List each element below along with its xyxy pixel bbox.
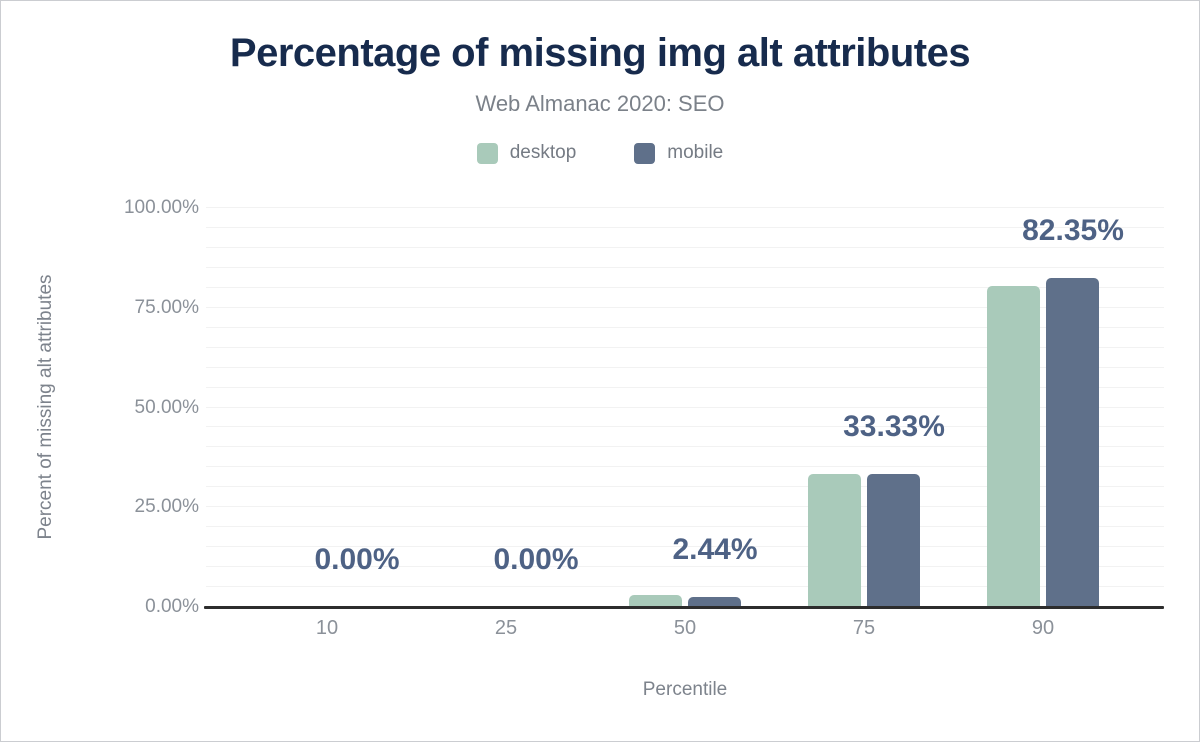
- gridline: [206, 226, 1164, 228]
- x-axis-title: Percentile: [642, 679, 728, 700]
- x-tick-50: 50: [673, 617, 697, 639]
- legend-item-mobile: mobile: [634, 142, 723, 164]
- gridline: [206, 486, 1164, 488]
- bar-desktop-p90: [987, 285, 1040, 607]
- gridline: [206, 586, 1164, 588]
- x-tick-10: 10: [315, 617, 339, 639]
- bar-mobile-p75: [867, 474, 920, 607]
- x-tick-75: 75: [852, 617, 876, 639]
- bar-desktop-p50: [629, 595, 682, 607]
- gridline: [206, 246, 1164, 248]
- gridline: [206, 326, 1164, 328]
- gridline: [206, 286, 1164, 288]
- bar-mobile-p90: [1046, 278, 1099, 607]
- y-tick-75: 75.00%: [134, 296, 199, 318]
- y-tick-0: 0.00%: [145, 596, 199, 617]
- bar-group-p75: 33.33%: [808, 208, 945, 607]
- y-tick-50: 50.00%: [134, 396, 199, 418]
- chart-title: Percentage of missing img alt attributes: [229, 31, 971, 75]
- y-tick-100: 100.00%: [123, 197, 199, 218]
- bar-group-p10: 0.00%: [271, 208, 399, 607]
- gridline: [206, 346, 1164, 348]
- gridline: [206, 406, 1164, 408]
- legend-label-mobile: mobile: [667, 142, 724, 163]
- mobile-swatch-icon: [634, 142, 656, 164]
- bar-group-p90: 82.35%: [987, 208, 1124, 607]
- gridline: [206, 446, 1164, 448]
- bar-mobile-p50: [688, 597, 741, 607]
- gridline: [206, 426, 1164, 428]
- gridline: [206, 207, 1164, 208]
- plot-area: 0.00% 0.00% 2.44% 33.33% 82.35%: [206, 207, 1164, 607]
- gridline: [206, 506, 1164, 508]
- data-label-p50: 2.44%: [672, 533, 758, 567]
- gridline: [206, 546, 1164, 548]
- legend-label-desktop: desktop: [509, 142, 577, 163]
- data-label-p10: 0.00%: [314, 543, 400, 576]
- y-tick-25: 25.00%: [134, 496, 199, 518]
- x-tick-25: 25: [494, 617, 518, 639]
- chart-subtitle: Web Almanac 2020: SEO: [475, 91, 725, 116]
- gridline: [206, 266, 1164, 268]
- gridline: [206, 366, 1164, 368]
- gridline: [206, 386, 1164, 388]
- bar-group-p50: 2.44%: [629, 208, 758, 607]
- gridline: [206, 526, 1164, 528]
- legend: desktop mobile: [1, 142, 1199, 164]
- x-tick-90: 90: [1031, 617, 1055, 639]
- data-label-p90: 82.35%: [1022, 214, 1124, 248]
- data-label-p25: 0.00%: [493, 543, 579, 576]
- desktop-swatch-icon: [476, 142, 498, 164]
- bar-group-p25: 0.00%: [450, 208, 578, 607]
- legend-item-desktop: desktop: [476, 142, 577, 164]
- gridline: [206, 466, 1164, 468]
- gridline: [206, 566, 1164, 568]
- gridline: [206, 306, 1164, 308]
- bar-desktop-p75: [808, 474, 861, 607]
- data-label-p75: 33.33%: [843, 410, 945, 444]
- x-axis-line: [204, 606, 1164, 609]
